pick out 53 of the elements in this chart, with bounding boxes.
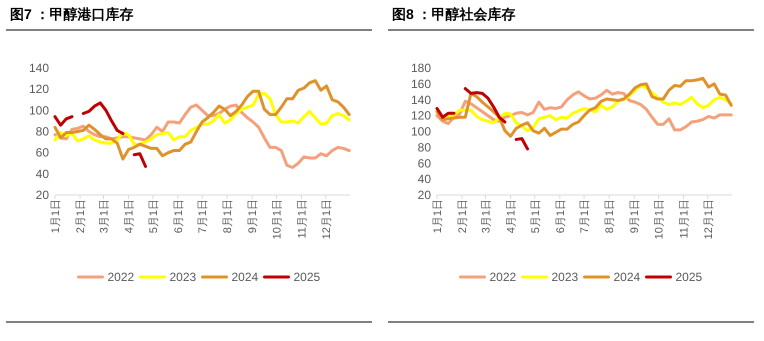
x-tick-label: 12月1日: [320, 199, 333, 240]
x-tick-label: 8月1日: [604, 199, 616, 234]
x-tick-label: 2月1日: [457, 199, 470, 234]
x-tick-label: 1月1日: [50, 199, 62, 234]
chart-title: 图7 ：甲醇港口库存: [10, 6, 134, 22]
x-tick-label: 12月1日: [702, 199, 715, 240]
line-series: [436, 76, 733, 138]
line-series: [54, 79, 351, 161]
x-tick-label: 4月1日: [124, 199, 136, 234]
legend-label: 2023: [170, 270, 197, 284]
legend-label: 2023: [552, 270, 579, 284]
y-tick-label: 140: [28, 61, 50, 75]
y-tick-label: 180: [410, 61, 432, 75]
x-tick-label: 11月1日: [678, 199, 691, 239]
legend-label: 2024: [232, 270, 259, 284]
y-tick-label: 20: [418, 188, 432, 202]
x-tick-label: 2月1日: [75, 199, 88, 234]
y-tick-label: 20: [36, 188, 50, 202]
y-tick-label: 60: [418, 156, 432, 170]
x-tick-label: 1月1日: [432, 199, 444, 234]
y-tick-label: 100: [410, 124, 432, 138]
x-tick-label: 10月1日: [653, 199, 666, 240]
x-tick-label: 11月1日: [296, 199, 309, 239]
x-tick-label: 10月1日: [271, 199, 284, 240]
y-tick-label: 40: [36, 166, 50, 181]
y-tick-label: 60: [36, 146, 50, 160]
legend-label: 2024: [614, 270, 641, 284]
chart-title: 图8 ：甲醇社会库存: [392, 6, 516, 22]
x-tick-label: 7月1日: [579, 199, 592, 234]
x-tick-label: 6月1日: [172, 199, 185, 234]
x-tick-label: 5月1日: [148, 199, 160, 234]
x-tick-label: 3月1日: [98, 199, 110, 234]
y-tick-label: 140: [410, 92, 432, 107]
x-tick-label: 9月1日: [629, 199, 642, 234]
y-tick-label: 120: [410, 108, 432, 123]
line-series: [54, 92, 351, 146]
legend-label: 2022: [490, 270, 517, 284]
legend-label: 2025: [294, 270, 321, 284]
y-tick-label: 120: [28, 82, 50, 96]
y-tick-label: 80: [418, 140, 432, 154]
y-tick-label: 40: [418, 172, 432, 186]
x-tick-label: 3月1日: [480, 199, 492, 234]
x-tick-label: 6月1日: [554, 199, 567, 234]
x-tick-label: 4月1日: [506, 199, 518, 234]
x-tick-label: 8月1日: [222, 199, 234, 234]
x-tick-label: 7月1日: [197, 199, 210, 234]
legend-label: 2025: [676, 270, 703, 284]
y-tick-label: 160: [410, 76, 432, 91]
y-tick-label: 100: [28, 103, 50, 118]
x-tick-label: 9月1日: [247, 199, 260, 234]
legend-label: 2022: [108, 270, 135, 284]
x-tick-label: 5月1日: [530, 199, 542, 234]
y-tick-label: 80: [36, 124, 50, 138]
